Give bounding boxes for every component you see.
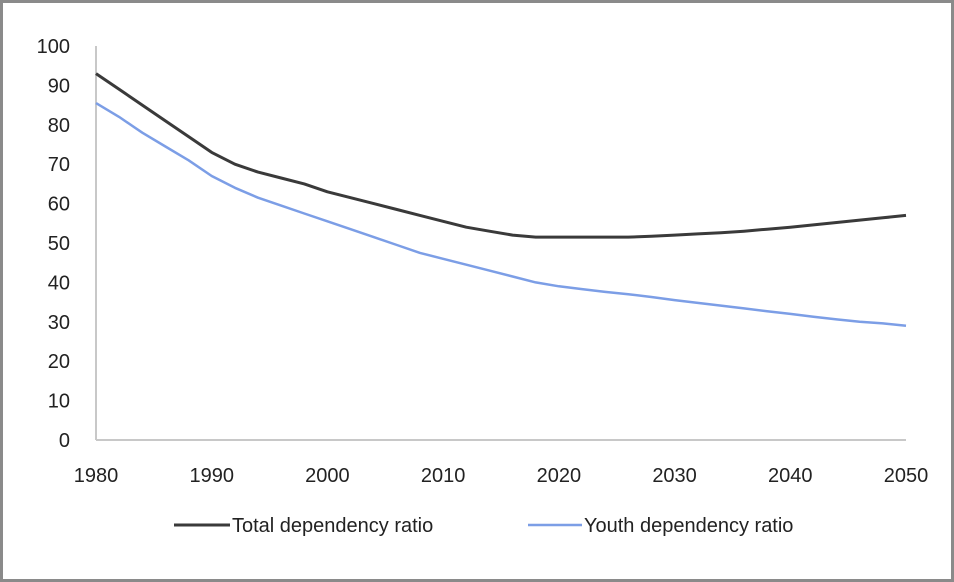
legend: Total dependency ratio Youth dependency …: [174, 515, 793, 537]
y-tick-label: 30: [48, 312, 70, 334]
y-tick-label: 60: [48, 194, 70, 216]
legend-label-youth: Youth dependency ratio: [584, 515, 793, 537]
y-tick-label: 20: [48, 351, 70, 373]
series-line-total: [95, 72, 907, 239]
y-tick-label: 100: [37, 36, 70, 58]
x-axis-tick-labels: 1980 1990 2000 2010 2020 2030 2040 2050: [74, 465, 929, 487]
y-tick-label: 40: [48, 272, 70, 294]
x-tick-label: 2020: [537, 465, 582, 487]
x-tick-label: 2040: [768, 465, 813, 487]
y-tick-label: 70: [48, 154, 70, 176]
series-line-youth: [95, 102, 907, 327]
y-tick-label: 0: [59, 430, 70, 452]
y-tick-label: 80: [48, 115, 70, 137]
x-tick-label: 2030: [652, 465, 697, 487]
y-axis-tick-labels: 0 10 20 30 40 50 60 70 80 90 100: [37, 36, 70, 452]
legend-label-total: Total dependency ratio: [232, 515, 433, 537]
y-tick-label: 90: [48, 75, 70, 97]
x-tick-label: 1980: [74, 465, 119, 487]
y-tick-label: 50: [48, 233, 70, 255]
y-tick-label: 10: [48, 391, 70, 413]
x-tick-label: 2000: [305, 465, 350, 487]
x-tick-label: 1990: [189, 465, 234, 487]
series-lines: [95, 72, 907, 327]
x-tick-label: 2050: [884, 465, 929, 487]
x-tick-label: 2010: [421, 465, 466, 487]
